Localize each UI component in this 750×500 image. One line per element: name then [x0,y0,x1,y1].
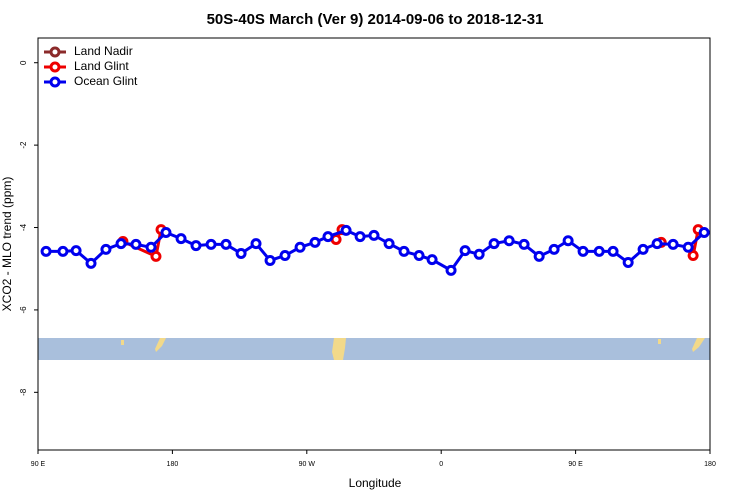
point [637,243,649,255]
point [562,235,574,247]
plot-frame [37,37,711,451]
point [309,236,321,248]
point [651,238,663,250]
point [294,241,306,253]
legend-marker [49,61,61,73]
legend-marker [49,76,61,88]
point [279,250,291,262]
point [250,238,262,250]
point [235,247,247,259]
land [692,338,705,352]
point [205,238,217,250]
point [100,243,112,255]
map-strip [38,338,710,360]
y-tick-label: -4 [19,223,28,231]
point [220,238,232,250]
point [70,245,82,257]
land [121,340,124,345]
point [264,254,276,266]
legend-label: Ocean Glint [74,74,138,88]
y-tick-label: -2 [19,141,28,149]
point [445,264,457,276]
point [160,226,172,238]
x-tick-label: 90 W [299,461,316,468]
point [115,238,127,250]
point [518,238,530,250]
point [682,241,694,253]
point [622,257,634,269]
point [368,229,380,241]
point [57,245,69,257]
point [340,224,352,236]
point [190,240,202,252]
land [658,339,661,344]
point [459,245,471,257]
x-tick-label: 180 [167,461,179,468]
point [145,241,157,253]
x-axis-label: Longitude [349,476,402,490]
y-tick-label: -8 [19,388,28,396]
point [698,226,710,238]
x-tick-label: 90 E [568,461,583,468]
point [130,238,142,250]
y-tick-label: 0 [19,60,28,65]
point [577,245,589,257]
legend-marker [49,46,61,58]
point [413,250,425,262]
point [607,245,619,257]
point [593,245,605,257]
land [155,338,166,352]
point [473,248,485,260]
ocean-band [38,338,710,360]
point [426,254,438,266]
point [687,250,699,262]
point [533,250,545,262]
point [150,250,162,262]
x-tick-label: 180 [704,461,716,468]
x-tick-label: 0 [439,461,443,468]
point [488,238,500,250]
point [383,238,395,250]
chart-title: 50S-40S March (Ver 9) 2014-09-06 to 2018… [207,11,544,28]
land [332,338,346,360]
legend-label: Land Glint [74,59,129,73]
y-axis-label: XCO2 - MLO trend (ppm) [0,177,14,312]
x-tick-label: 90 E [31,461,46,468]
point [398,245,410,257]
point [667,238,679,250]
point [503,235,515,247]
point [322,231,334,243]
point [175,233,187,245]
point [85,257,97,269]
y-tick-label: -6 [19,306,28,314]
point [354,231,366,243]
point [548,243,560,255]
legend-label: Land Nadir [74,44,133,58]
point [40,245,52,257]
